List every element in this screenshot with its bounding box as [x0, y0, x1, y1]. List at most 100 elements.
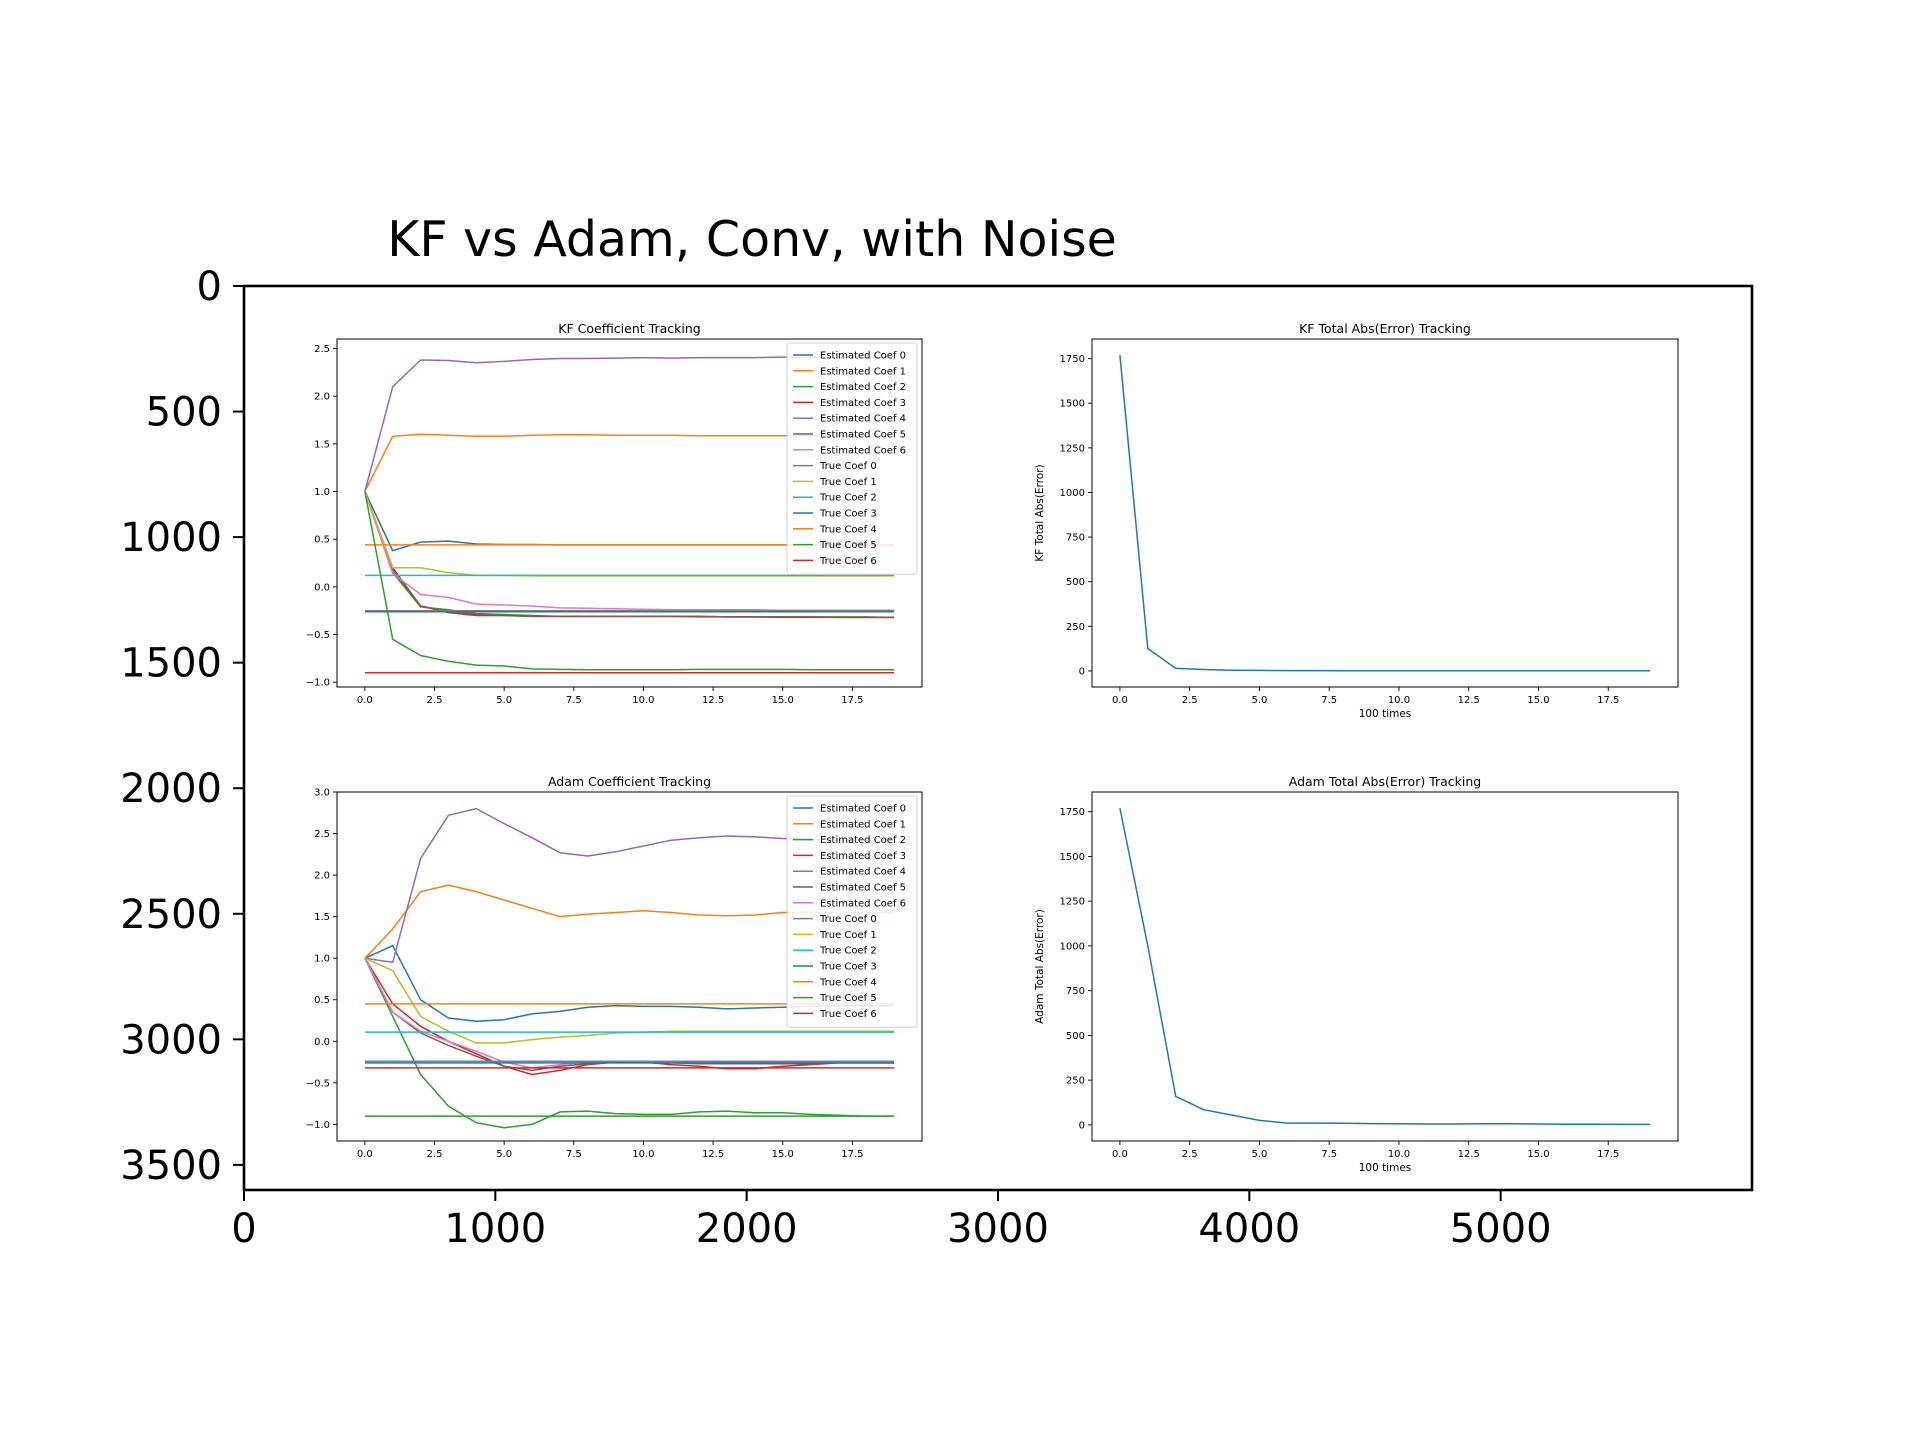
y-tick-label: 1.0 [314, 487, 330, 498]
legend-box [786, 795, 918, 1028]
subplot-1: KF Coefficient Tracking 0.0 2.5 5.0 7.5 10.0 1… [306, 321, 923, 706]
legend-entry: Estimated Coef 3 [820, 851, 906, 862]
x-tick-label: 7.5 [1321, 1149, 1337, 1160]
legend-entry: True Coef 5 [819, 993, 877, 1004]
y-tick-label: 1.5 [314, 439, 330, 450]
y-axis-label: Adam Total Abs(Error) [1034, 909, 1046, 1024]
legend-entry: True Coef 1 [819, 930, 877, 941]
x-tick-label: 10.0 [632, 695, 654, 706]
outer-y-tick-label: 0 [197, 264, 222, 310]
legend-entry: True Coef 1 [819, 477, 877, 488]
legend-entry: Estimated Coef 6 [820, 445, 906, 456]
outer-y-tick-label: 3500 [120, 1143, 222, 1189]
x-tick-label: 12.5 [702, 695, 724, 706]
x-tick-label: 5.0 [1251, 695, 1267, 706]
series-line-estimated-coef-5 [364, 957, 895, 1072]
subplot-3: Adam Coefficient Tracking 0.0 2.5 5.0 7.5 10.… [306, 774, 923, 1160]
y-tick-label: 2.5 [314, 829, 330, 840]
legend-entry: Estimated Coef 4 [820, 414, 906, 425]
y-tick-label: 750 [1066, 533, 1085, 544]
x-tick-label: 15.0 [772, 695, 794, 706]
y-tick-label: 1500 [1060, 399, 1085, 410]
y-tick-label: 0 [1079, 1120, 1085, 1131]
outer-x-tick-label: 2000 [696, 1206, 798, 1252]
x-tick-label: 2.5 [427, 1149, 443, 1160]
outer-y-tick-label: 2000 [120, 766, 222, 812]
outer-y-tick-label: 2500 [120, 892, 222, 938]
y-tick-label: 750 [1066, 986, 1085, 997]
x-tick-label: 5.0 [496, 1149, 512, 1160]
legend-entry: Estimated Coef 3 [820, 398, 906, 409]
x-tick-label: 0.0 [1112, 695, 1128, 706]
y-tick-label: 0.0 [314, 582, 330, 593]
legend-entry: True Coef 4 [819, 977, 877, 988]
x-tick-label: 15.0 [1527, 1149, 1549, 1160]
x-tick-label: 17.5 [1597, 695, 1619, 706]
y-tick-label: 2.0 [314, 392, 330, 403]
x-tick-label: 10.0 [1388, 695, 1410, 706]
legend: Estimated Coef 0 Estimated Coef 1 Estimate… [786, 342, 918, 575]
y-tick-label: −1.0 [306, 678, 330, 689]
legend-entry: True Coef 6 [819, 556, 877, 567]
y-tick-label: 1250 [1060, 443, 1085, 454]
x-tick-label: 12.5 [702, 1149, 724, 1160]
y-tick-label: 1000 [1060, 941, 1085, 952]
subplot-frame [1091, 791, 1679, 1142]
legend-entry: True Coef 4 [819, 524, 877, 535]
legend: Estimated Coef 0 Estimated Coef 1 Estimate… [786, 795, 918, 1028]
y-tick-label: 2.5 [314, 344, 330, 355]
outer-x-tick-label: 1000 [444, 1206, 546, 1252]
series-line-true-coef-5 [364, 491, 895, 671]
x-axis-label: 100 times [1359, 1162, 1412, 1174]
x-axis-label: 100 times [1359, 708, 1412, 720]
x-tick-label: 2.5 [1182, 1149, 1198, 1160]
x-tick-label: 12.5 [1458, 1149, 1480, 1160]
subplot-2: KF Total Abs(Error) Tracking 0.0 2.5 5.0 7.5… [1034, 321, 1679, 720]
legend-entry: True Coef 2 [819, 493, 877, 504]
y-tick-label: −0.5 [306, 1078, 330, 1089]
outer-y-tick-label: 500 [146, 390, 222, 436]
x-tick-label: 7.5 [566, 1149, 582, 1160]
subplot-frame [1091, 338, 1679, 688]
legend-entry: True Coef 5 [819, 540, 877, 551]
x-tick-label: 17.5 [841, 1149, 863, 1160]
y-tick-label: 1000 [1060, 488, 1085, 499]
subplot-title: Adam Coefficient Tracking [548, 774, 711, 789]
y-tick-label: 0 [1079, 666, 1085, 677]
legend-entry: True Coef 0 [819, 461, 877, 472]
x-tick-label: 7.5 [566, 695, 582, 706]
outer-y-tick-label: 3000 [120, 1017, 222, 1063]
y-tick-label: 1.0 [314, 954, 330, 965]
y-axis-label: KF Total Abs(Error) [1034, 464, 1046, 561]
legend-entry: Estimated Coef 1 [820, 366, 906, 377]
legend-entry: Estimated Coef 0 [820, 351, 906, 362]
legend-entry: Estimated Coef 2 [820, 382, 906, 393]
y-tick-label: 250 [1066, 622, 1085, 633]
y-tick-label: 3.0 [314, 788, 330, 799]
y-tick-label: 1250 [1060, 897, 1085, 908]
legend-box [786, 342, 918, 575]
legend-entry: True Coef 6 [819, 1009, 877, 1020]
x-tick-label: 15.0 [1527, 695, 1549, 706]
x-tick-label: 0.0 [1112, 1149, 1128, 1160]
subplot-title: KF Coefficient Tracking [558, 321, 700, 336]
outer-x-tick-label: 5000 [1450, 1206, 1552, 1252]
y-tick-label: 1750 [1060, 354, 1085, 365]
x-tick-label: 10.0 [1388, 1149, 1410, 1160]
legend-entry: True Coef 3 [819, 509, 877, 520]
outer-y-tick-label: 1500 [120, 641, 222, 687]
legend-entry: True Coef 2 [819, 946, 877, 957]
y-tick-label: 250 [1066, 1076, 1085, 1087]
legend-entry: True Coef 0 [819, 914, 877, 925]
outer-image-axes: 0 1000 2000 3000 4000 50000500100015002000250… [120, 264, 1754, 1252]
y-tick-label: −0.5 [306, 630, 330, 641]
x-tick-label: 5.0 [1251, 1149, 1267, 1160]
x-tick-label: 0.0 [357, 1149, 373, 1160]
series-line-error-1 [1119, 807, 1651, 1126]
figure-title: KF vs Adam, Conv, with Noise [387, 211, 1117, 268]
y-tick-label: 0.5 [314, 535, 330, 546]
subplot-title: KF Total Abs(Error) Tracking [1299, 321, 1471, 336]
outer-x-tick-label: 3000 [947, 1206, 1049, 1252]
